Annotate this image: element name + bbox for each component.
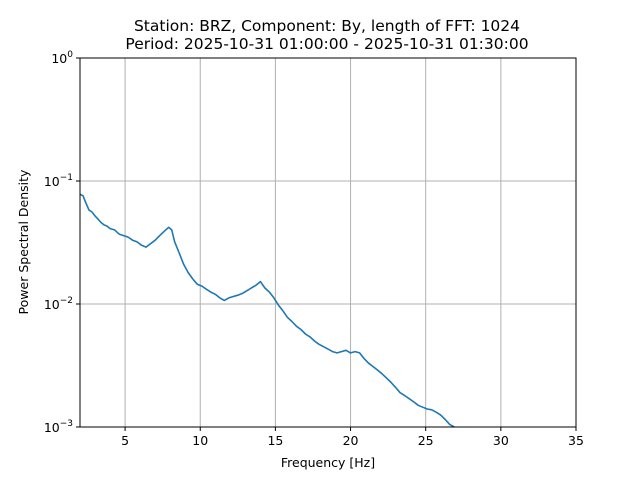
y-tick-label: 100 (51, 50, 73, 66)
x-tick-label: 5 (121, 433, 129, 448)
chart-title: Station: BRZ, Component: By, length of F… (134, 17, 520, 35)
y-tick-label: 10−1 (44, 173, 73, 189)
series-layer (79, 193, 455, 428)
psd-series-line (79, 193, 455, 428)
y-ticks: 10−3 10−2 10−1 100 (44, 50, 80, 435)
y-tick-label: 10−3 (44, 419, 73, 435)
x-tick-label: 15 (267, 433, 283, 448)
x-axis-label: Frequency [Hz] (281, 455, 375, 470)
chart-subtitle: Period: 2025-10-31 01:00:00 - 2025-10-31… (125, 35, 528, 53)
x-tick-label: 30 (493, 433, 509, 448)
plot-frame (79, 57, 577, 428)
x-tick-label: 25 (418, 433, 434, 448)
x-tick-label: 20 (343, 433, 359, 448)
x-ticks: 5 10 15 20 25 30 35 (121, 427, 584, 448)
x-tick-label: 35 (568, 433, 584, 448)
y-tick-label: 10−2 (44, 296, 73, 312)
x-tick-label: 10 (192, 433, 208, 448)
y-axis-label: Power Spectral Density (16, 169, 31, 314)
